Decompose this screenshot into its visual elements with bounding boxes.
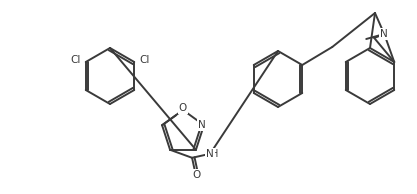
Text: O: O [179,103,187,113]
Text: N: N [198,120,206,130]
Text: N: N [206,149,214,159]
Text: Cl: Cl [139,55,149,65]
Text: Cl: Cl [70,55,81,65]
Text: H: H [211,149,219,159]
Text: O: O [192,170,200,180]
Text: N: N [380,29,388,39]
